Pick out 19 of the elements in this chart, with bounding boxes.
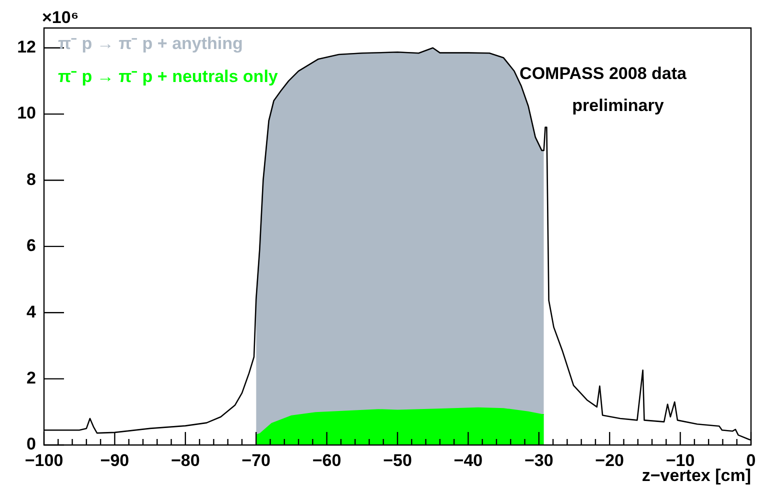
text: π⁻ p → π⁻ p + anything [58, 34, 243, 53]
annotation: COMPASS 2008 data [520, 64, 687, 83]
annotation: preliminary [572, 96, 664, 115]
x-tick-label: −70 [242, 450, 271, 470]
y-tick-label: 8 [26, 170, 36, 189]
x-tick-label: −90 [100, 450, 130, 470]
y-tick-label: 6 [26, 236, 36, 256]
x-tick-label: −30 [524, 450, 554, 470]
y-tick-label: 2 [26, 368, 36, 388]
y-axis-title: ×10⁶ [42, 8, 79, 27]
x-tick-label: −80 [170, 450, 200, 470]
y-tick-label: 12 [17, 38, 36, 57]
text: π⁻ p → π⁻ p + neutrals only [58, 67, 278, 86]
x-tick-label: −50 [383, 450, 412, 470]
x-tick-label: −20 [595, 450, 624, 470]
x-tick-label: −60 [312, 450, 342, 470]
x-tick-label: −40 [454, 450, 483, 470]
y-tick-label: 4 [26, 302, 37, 322]
y-tick-label: 10 [17, 104, 36, 123]
